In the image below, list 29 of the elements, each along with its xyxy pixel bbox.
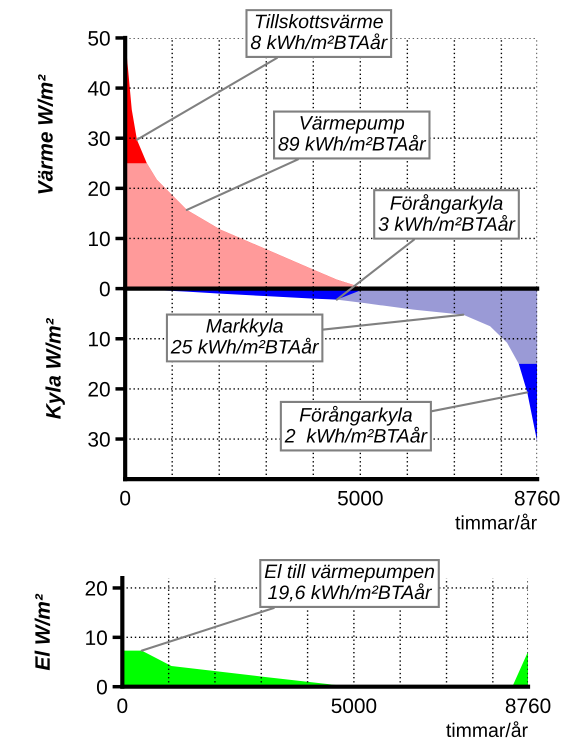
y-axis-title: Värme W/m² (37, 74, 53, 194)
x-axis-title: timmar/år (446, 721, 528, 738)
y-tick-label: 10 (89, 231, 110, 246)
y-tick-label: 30 (88, 131, 110, 146)
x-tick-label: 8760 (514, 490, 560, 506)
annotation: Värmepump 89 kWh/m²BTAår (278, 116, 426, 151)
x-tick-label: 8760 (506, 698, 550, 714)
annotation: Markkyla 25 kWh/m²BTAår (170, 318, 320, 354)
y-tick-label: 10 (86, 630, 107, 646)
x-tick-label: 5000 (332, 698, 376, 714)
text: Kyla W/m² (45, 318, 65, 419)
annotation: Förångarkyla 3 kWh/m²BTAår (378, 194, 516, 231)
y-tick-label: 0 (100, 282, 110, 296)
annotation: Förångarkyla 2 kWh/m²BTAår (284, 406, 428, 443)
y-tick-label: 50 (88, 30, 110, 46)
y-tick-label: 20 (86, 580, 107, 596)
annotation: Tillskottsvärme 8 kWh/m²BTAår (250, 14, 388, 50)
x-tick-label: 0 (117, 698, 128, 714)
y-tick-label: 10 (89, 332, 110, 347)
annotation: El till värmepumpen 19,6 kWh/m²BTAår (264, 564, 434, 602)
x-axis-title: timmar/år (455, 514, 537, 530)
x-tick-label: 0 (120, 490, 130, 506)
y-tick-label: 20 (88, 181, 110, 196)
y-tick-label: 20 (88, 382, 110, 397)
y-tick-label: 0 (96, 680, 107, 694)
y-tick-label: 40 (88, 81, 110, 96)
x-tick-label: 5000 (338, 490, 383, 506)
y-tick-label: 30 (88, 432, 110, 447)
y-axis-title: El W/m² (34, 594, 50, 670)
